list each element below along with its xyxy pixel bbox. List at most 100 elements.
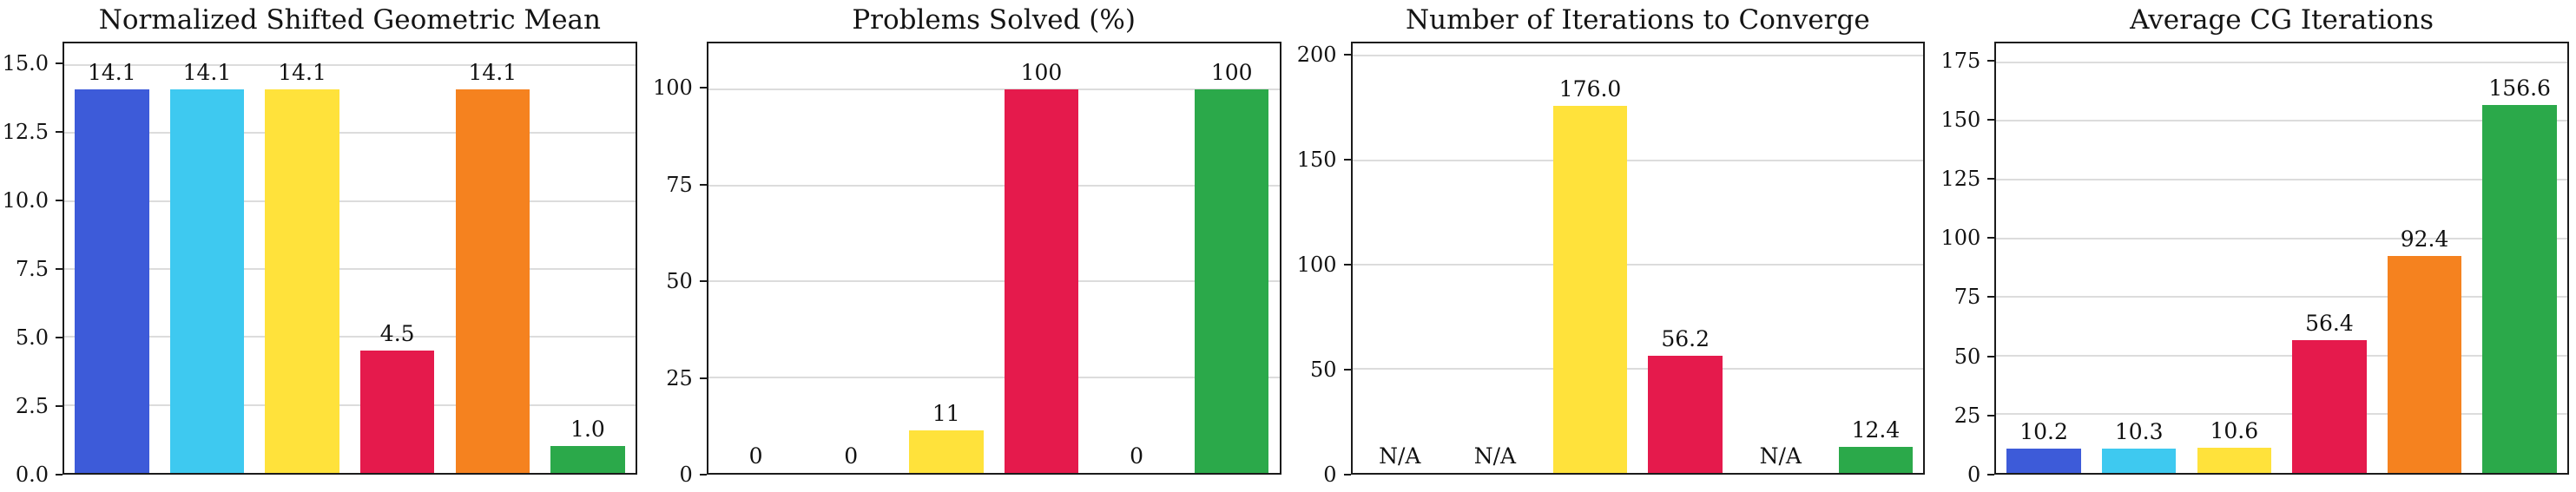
y-tick-mark (56, 62, 63, 65)
bar-value-label: 176.0 (1558, 76, 1622, 102)
bar (2006, 449, 2081, 473)
gridline (1996, 296, 2567, 298)
y-tick-mark (56, 474, 63, 476)
plot-area: 0 0 11 100 0 100 (706, 42, 1281, 475)
gridline (1996, 354, 2567, 357)
bar (1838, 447, 1914, 473)
chart-title: Average CG Iterations (2130, 4, 2434, 36)
bar-value-label: 56.2 (1661, 325, 1710, 351)
bar (169, 89, 245, 473)
y-tick-mark (1343, 474, 1351, 476)
bar-value-label: 56.4 (2305, 311, 2354, 337)
bar (909, 430, 984, 473)
gridline (64, 200, 636, 202)
bar (265, 89, 339, 473)
gridline (64, 403, 636, 406)
gridline (1996, 120, 2567, 122)
chart-panel-problems-solved: Problems Solved (%) 0 25 50 75 100 0 0 11 100 0 1… (644, 0, 1288, 492)
y-tick-label: 12.5 (2, 120, 49, 145)
gridline (1996, 61, 2567, 63)
gridline (1996, 178, 2567, 180)
bar-value-label: 14.1 (87, 60, 136, 86)
bar-value-label: 14.1 (182, 60, 232, 86)
y-tick-mark (1987, 237, 1995, 239)
y-tick-label: 100 (652, 75, 693, 101)
y-tick-label: 2.5 (15, 394, 49, 419)
y-tick-label: 150 (1296, 147, 1337, 172)
y-tick-mark (1987, 414, 1995, 417)
y-tick-label: 25 (1953, 403, 1981, 428)
gridline (1996, 237, 2567, 239)
y-tick-mark (1987, 178, 1995, 180)
y-tick-label: 200 (1296, 42, 1337, 67)
y-axis-labels: 0 25 50 75 100 125 150 175 (1932, 42, 1995, 486)
gridline (1352, 367, 1924, 370)
y-tick-mark (1343, 368, 1351, 371)
bar-value-label: 11 (932, 401, 960, 427)
y-tick-label: 125 (1940, 167, 1981, 192)
bar (455, 89, 530, 473)
bar-value-label: 1.0 (570, 416, 605, 442)
gridline (708, 376, 1280, 378)
bar-value-label: 10.6 (2210, 418, 2259, 444)
bar-value-label: N/A (1379, 443, 1421, 469)
gridline (64, 64, 636, 67)
bar (359, 351, 435, 473)
y-tick-mark (1343, 53, 1351, 56)
bar-value-label: 14.1 (468, 60, 517, 86)
gridline (708, 184, 1280, 187)
bar-value-label: N/A (1759, 443, 1802, 469)
y-tick-label: 150 (1940, 107, 1981, 132)
y-tick-mark (56, 200, 63, 202)
y-axis-labels: 0.0 2.5 5.0 7.5 10.0 12.5 15.0 (0, 42, 63, 486)
y-tick-mark (1343, 263, 1351, 266)
y-tick-mark (699, 87, 707, 89)
y-tick-label: 100 (1940, 226, 1981, 251)
y-tick-label: 7.5 (15, 257, 49, 282)
y-axis-labels: 0 50 100 150 200 (1288, 42, 1351, 486)
gridline (64, 336, 636, 338)
y-tick-mark (1987, 59, 1995, 62)
bar (2387, 256, 2462, 473)
chart-title: Problems Solved (%) (852, 4, 1136, 36)
y-tick-mark (56, 405, 63, 408)
gridline (1996, 413, 2567, 416)
y-tick-label: 10.0 (2, 188, 49, 213)
bar (1194, 89, 1269, 473)
y-tick-label: 25 (666, 365, 693, 390)
bar-value-label: 10.2 (2019, 419, 2068, 445)
bar-value-label: 4.5 (379, 321, 415, 347)
y-tick-label: 0.0 (15, 462, 49, 487)
y-axis-labels: 0 25 50 75 100 (644, 42, 707, 486)
y-tick-mark (1987, 118, 1995, 121)
bar-value-label: 0 (748, 443, 763, 469)
bar-value-label: 100 (1020, 60, 1063, 86)
y-tick-label: 75 (666, 172, 693, 197)
bar-value-label: 156.6 (2488, 75, 2551, 102)
gridline (64, 132, 636, 134)
y-tick-label: 15.0 (2, 51, 49, 76)
y-tick-mark (699, 474, 707, 476)
y-tick-mark (699, 183, 707, 186)
chart-title: Number of Iterations to Converge (1406, 4, 1870, 36)
chart-panel-normalized-shifted-geometric-mean: Normalized Shifted Geometric Mean 0.0 2.5… (0, 0, 644, 492)
chart-title: Normalized Shifted Geometric Mean (98, 4, 601, 36)
gridline (1352, 263, 1924, 266)
y-tick-mark (1343, 158, 1351, 161)
y-tick-label: 0 (1323, 462, 1337, 487)
gridline (64, 268, 636, 271)
y-tick-mark (699, 280, 707, 283)
chart-panel-iterations-to-converge: Number of Iterations to Converge 0 50 100 1… (1288, 0, 1933, 492)
y-tick-label: 75 (1953, 285, 1981, 310)
y-tick-mark (1987, 355, 1995, 358)
gridline (1352, 159, 1924, 161)
gridline (708, 89, 1280, 91)
y-tick-mark (56, 337, 63, 339)
y-tick-mark (699, 377, 707, 379)
y-tick-label: 100 (1296, 252, 1337, 277)
y-tick-label: 0 (1967, 462, 1981, 487)
bar (1648, 355, 1723, 473)
plot-area: N/A N/A 176.0 56.2 N/A 12.4 (1350, 42, 1926, 475)
y-tick-mark (1987, 474, 1995, 476)
